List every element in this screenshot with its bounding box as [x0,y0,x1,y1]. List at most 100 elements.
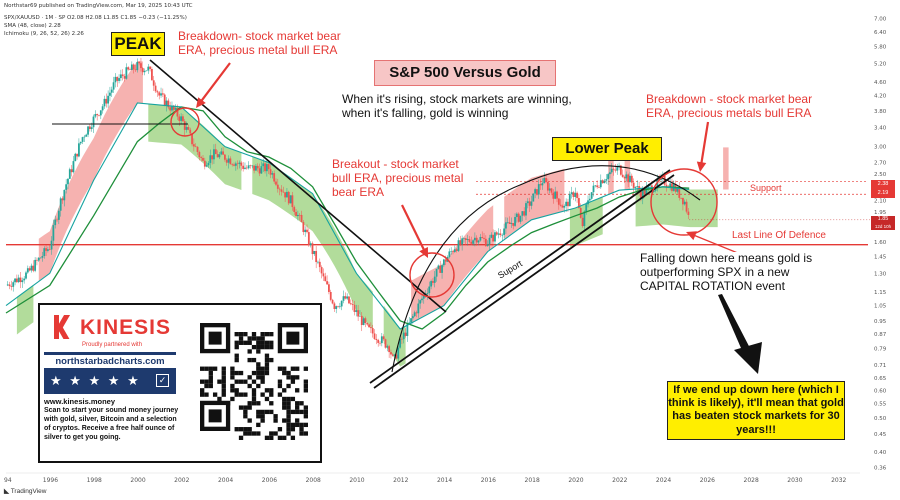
qr-cell [299,431,304,436]
qr-cell [260,332,265,337]
price-bar [25,272,27,279]
price-bar [119,74,122,79]
price-bar [329,291,332,300]
price-bar [78,143,80,157]
price-bar [214,149,217,155]
price-bar [96,114,99,116]
qr-cell [295,375,300,380]
price-bar [63,189,66,201]
qr-cell [247,336,252,341]
x-tick-label: 2018 [525,477,540,484]
price-bar [213,149,215,160]
qr-cell [230,370,235,376]
support-line-1 [369,169,671,384]
price-bar [300,214,303,223]
price-bar [264,163,266,172]
last-line-label: Last Line Of Defence [732,230,826,241]
price-bar [147,66,150,71]
price-bar [444,259,447,262]
y-tick-label: 0.87 [874,332,887,338]
price-bar [287,191,290,204]
price-bar [609,172,611,175]
qr-cell [256,383,261,389]
qr-cell [303,414,308,419]
price-bar [269,169,272,175]
price-bar [585,204,588,212]
chart-title: S&P 500 Versus Gold [374,60,556,86]
price-bar [461,238,464,245]
price-bar [625,174,628,179]
support-line-2 [373,174,675,389]
price-bar [158,92,161,96]
price-bar [344,296,347,299]
price-bar [537,184,540,195]
qr-cell [264,435,270,440]
y-axis: 7.00 6.40 5.80 5.20 4.60 4.20 3.80 3.40 3.00 2.70… [874,16,887,471]
price-bar [182,116,184,122]
price-bar [169,107,172,111]
price-bar [360,315,363,326]
arrow-breakdown-1-head [196,97,206,108]
price-bar [289,195,292,204]
price-bar [74,153,77,162]
price-bar [433,276,436,283]
price-bar [411,316,414,319]
price-bar [189,129,192,134]
price-bar [641,189,644,199]
price-bar [596,185,599,188]
price-bar [238,162,241,164]
x-tick-label: 2024 [656,477,671,484]
y-tick-label: 1.30 [874,271,887,277]
y-tick-label: 0.71 [874,363,886,369]
qr-cell [264,370,270,376]
kinesis-logo-icon [54,315,72,339]
qr-cell [303,379,308,384]
price-bar [525,203,527,216]
price-bar [629,175,631,183]
price-bar [663,175,666,185]
price-bar [683,201,686,205]
x-tick-label: 2016 [481,477,496,484]
qr-cell [200,392,205,397]
price-bar [486,244,489,247]
qr-cell [208,379,213,384]
price-bar [448,251,451,257]
qr-cell [264,357,270,363]
price-bar [17,277,20,283]
price-bar [233,164,235,166]
price-bar [428,286,431,294]
price-bar [52,225,55,241]
price-bar [335,306,338,309]
qr-cell [238,336,244,341]
price-bar [28,268,31,271]
qr-cell [251,344,257,350]
price-bar [107,95,110,104]
price-bar [187,127,190,130]
breakout-note: Breakout - stock market bull ERA, precio… [332,157,476,200]
price-bar [218,154,221,158]
arrow-down-head [734,342,762,374]
price-bar [450,251,453,252]
tradingview-label: TradingView [10,488,47,495]
qr-cell [290,396,296,402]
price-bar [83,136,86,138]
price-bar [588,198,591,201]
price-bar [54,219,57,226]
northstar-site: northstarbadcharts.com [44,355,176,368]
x-tick-label: 1998 [87,477,102,484]
price-bar [216,154,219,158]
qr-cell [269,332,274,337]
y-tick-label: 0.40 [874,450,887,456]
y-tick-label: 0.36 [874,466,887,472]
y-tick-label: 5.80 [874,45,887,51]
price-bar [536,189,538,195]
partner-text: Proudly partnered with [82,342,143,348]
price-bar [548,188,551,191]
qr-cell [264,366,270,371]
qr-cell [256,414,261,419]
price-bar [390,352,392,355]
price-bar [255,165,257,171]
qr-cell [260,418,265,423]
price-bar [348,296,350,304]
qr-cell [286,396,291,402]
